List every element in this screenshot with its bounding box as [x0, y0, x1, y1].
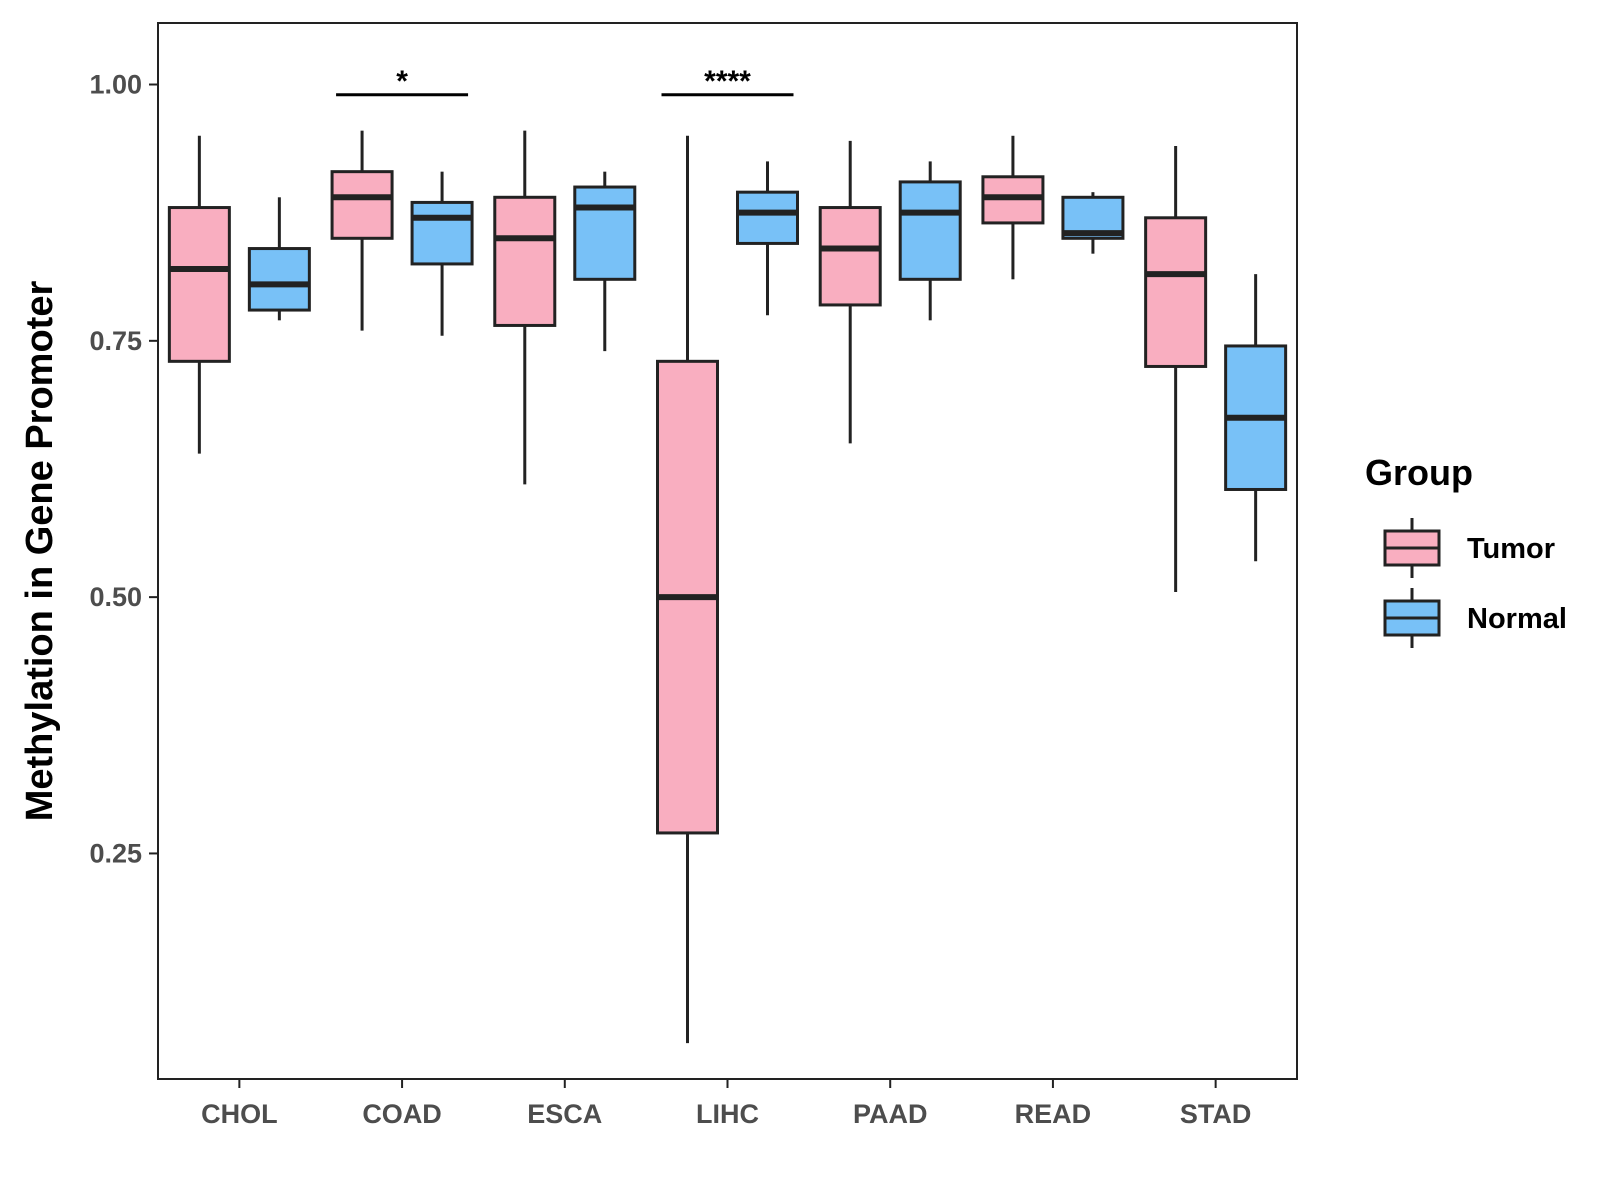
- box-iqr: [410, 200, 474, 266]
- y-axis: 0.25 0.50 0.75 1.00: [89, 70, 158, 868]
- y-axis-title: Methylation in Gene Promoter: [19, 281, 61, 822]
- box-normal-stad: [1224, 274, 1288, 562]
- significance-annotations: * ****: [336, 65, 794, 98]
- box-tumor-paad: [818, 140, 882, 444]
- legend: Group Tumor Normal: [1365, 452, 1567, 648]
- box-iqr: [818, 206, 882, 307]
- x-tick-label-stad: STAD: [1180, 1099, 1252, 1129]
- box-tumor-lihc: [656, 135, 719, 1044]
- x-tick-label-lihc: LIHC: [696, 1099, 759, 1129]
- x-tick-label-esca: ESCA: [527, 1099, 602, 1129]
- box-normal-paad: [898, 161, 962, 321]
- box-tumor-coad: [330, 130, 394, 331]
- box-iqr: [898, 180, 962, 281]
- box-tumor-chol: [167, 135, 231, 454]
- x-axis: CHOL COAD ESCA LIHC PAAD READ STAD: [201, 1079, 1251, 1129]
- legend-item-normal: Normal: [1383, 588, 1567, 648]
- y-tick-label: 0.25: [89, 838, 142, 868]
- significance-label: *: [396, 65, 408, 98]
- box-iqr: [247, 247, 311, 312]
- legend-item-tumor: Tumor: [1383, 518, 1555, 578]
- legend-label: Normal: [1467, 603, 1567, 635]
- x-tick-label-coad: COAD: [362, 1099, 442, 1129]
- box-iqr: [736, 190, 799, 245]
- box-normal-read: [1061, 192, 1125, 254]
- x-tick-label-read: READ: [1015, 1099, 1092, 1129]
- box-normal-coad: [410, 171, 474, 336]
- y-tick-label: 0.50: [89, 582, 142, 612]
- boxplot-series: [167, 130, 1288, 1044]
- box-iqr: [573, 185, 637, 281]
- box-normal-chol: [247, 197, 311, 321]
- x-tick-label-chol: CHOL: [201, 1099, 278, 1129]
- y-tick-label: 0.75: [89, 326, 142, 356]
- box-tumor-read: [981, 135, 1045, 280]
- box-iqr: [167, 206, 231, 363]
- box-tumor-esca: [493, 130, 557, 485]
- y-tick-label: 1.00: [89, 70, 142, 100]
- box-tumor-stad: [1144, 146, 1208, 593]
- legend-label: Tumor: [1467, 533, 1555, 565]
- box-normal-esca: [573, 171, 637, 352]
- significance-label: ****: [704, 65, 751, 98]
- box-iqr: [493, 195, 557, 327]
- box-normal-lihc: [736, 161, 799, 316]
- x-tick-label-paad: PAAD: [853, 1099, 928, 1129]
- box-iqr: [1144, 216, 1208, 368]
- legend-title: Group: [1365, 452, 1473, 493]
- box-iqr: [330, 170, 394, 240]
